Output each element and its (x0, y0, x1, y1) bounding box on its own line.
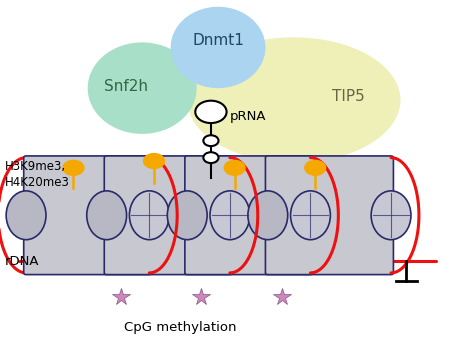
Ellipse shape (88, 42, 197, 134)
Text: pRNA: pRNA (230, 111, 266, 123)
Circle shape (203, 135, 219, 146)
Ellipse shape (6, 191, 46, 240)
Text: H3K9me3,
H4K20me3: H3K9me3, H4K20me3 (5, 160, 70, 189)
Ellipse shape (187, 37, 401, 163)
Ellipse shape (87, 191, 127, 240)
Ellipse shape (210, 191, 250, 240)
Circle shape (305, 160, 326, 175)
FancyBboxPatch shape (24, 156, 152, 275)
Circle shape (195, 101, 227, 123)
Text: Dnmt1: Dnmt1 (192, 33, 244, 48)
FancyBboxPatch shape (104, 156, 232, 275)
Text: CpG methylation: CpG methylation (124, 321, 237, 334)
Ellipse shape (129, 191, 169, 240)
Ellipse shape (371, 191, 411, 240)
Text: rDNA: rDNA (5, 255, 39, 267)
Ellipse shape (171, 7, 265, 88)
FancyBboxPatch shape (265, 156, 393, 275)
FancyBboxPatch shape (185, 156, 313, 275)
Circle shape (63, 160, 84, 175)
Circle shape (203, 152, 219, 163)
Circle shape (224, 160, 245, 175)
Ellipse shape (291, 191, 330, 240)
Ellipse shape (167, 191, 207, 240)
Text: Snf2h: Snf2h (104, 79, 147, 94)
Circle shape (144, 154, 164, 168)
Ellipse shape (248, 191, 288, 240)
Text: TIP5: TIP5 (332, 89, 365, 104)
